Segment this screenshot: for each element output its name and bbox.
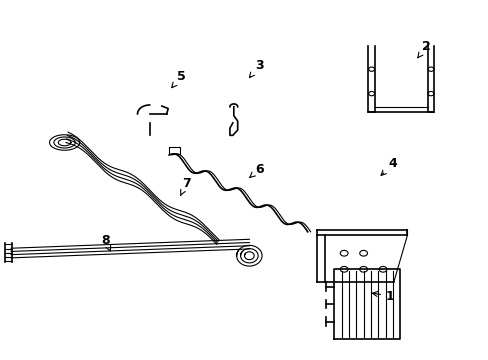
Text: 5: 5 bbox=[171, 70, 185, 87]
Text: 7: 7 bbox=[180, 177, 190, 195]
Text: 2: 2 bbox=[417, 40, 430, 58]
Text: 3: 3 bbox=[249, 59, 263, 77]
Text: 4: 4 bbox=[380, 157, 396, 175]
Text: 1: 1 bbox=[372, 289, 394, 303]
Text: 6: 6 bbox=[249, 163, 263, 177]
Text: 8: 8 bbox=[102, 234, 110, 251]
